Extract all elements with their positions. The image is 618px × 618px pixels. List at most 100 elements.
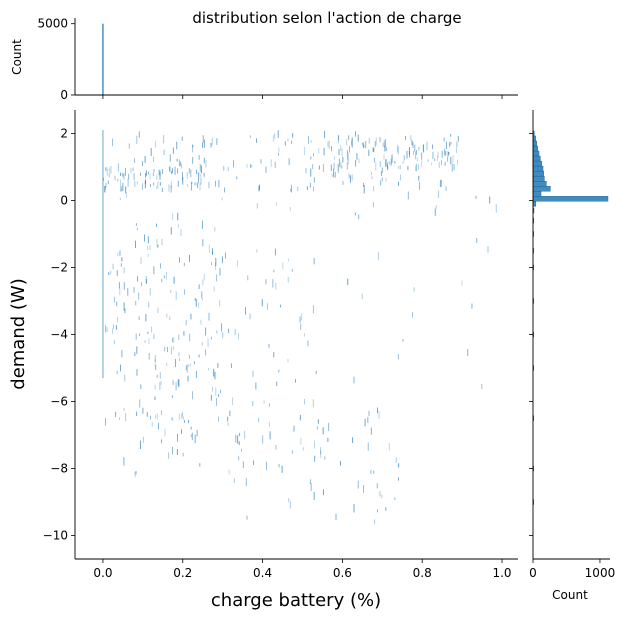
joint-histogram-cell [170,185,172,193]
joint-histogram-cell [117,317,119,323]
joint-histogram-cell [227,422,229,426]
joint-histogram-cell [381,167,383,173]
joint-histogram-cell [121,185,123,192]
joint-histogram-cell [113,296,115,303]
joint-histogram-cell [108,172,110,178]
joint-histogram-cell [169,166,171,173]
joint-histogram-cell [216,330,218,334]
top-marginal-bars [102,23,104,95]
joint-histogram-cell [197,182,199,189]
joint-histogram-cell [328,140,330,149]
joint-histogram-cell [192,391,193,400]
joint-histogram-cell [348,173,350,179]
joint-histogram-cell [338,135,339,144]
joint-histogram-cell [147,236,149,244]
joint-histogram-cell [385,147,387,152]
x-tick-label: 1.0 [492,566,511,580]
joint-histogram-cell [403,155,405,161]
joint-histogram-cell [163,275,165,279]
joint-histogram-cell [437,155,438,162]
joint-histogram-cell [416,157,418,162]
joint-histogram-cell [440,179,442,187]
joint-histogram-cell [136,227,138,231]
joint-histogram-cell [172,147,174,154]
joint-histogram-cell [259,184,260,190]
joint-histogram-cell [351,174,353,181]
joint-histogram-cell [139,333,140,337]
joint-histogram-cell [176,449,178,456]
joint-histogram-cell [368,410,370,416]
joint-histogram-cell [265,166,267,173]
joint-histogram-cell [103,177,105,181]
joint-histogram-cell [362,142,364,146]
joint-histogram-cell [489,196,491,204]
joint-histogram-cell [138,292,140,300]
joint-histogram-cell [125,192,127,198]
joint-histogram-cell [166,313,168,318]
joint-histogram-cell [341,148,343,156]
joint-histogram-cell [413,287,415,292]
joint-histogram-cell [335,513,337,521]
joint-histogram-cell [370,469,372,474]
joint-histogram-cell [284,141,286,146]
joint-histogram-cell [266,303,268,310]
joint-histogram-cell [411,312,413,318]
joint-histogram-cell [194,434,196,444]
joint-histogram-cell [229,410,231,417]
joint-histogram-cell [363,144,365,148]
joint-histogram-cell [262,435,264,444]
joint-histogram-cell [128,143,130,149]
joint-histogram-cell [333,162,335,170]
joint-histogram-cell [380,180,382,186]
joint-histogram-cell [273,352,275,358]
joint-histogram-cell [153,182,155,186]
joint-histogram-cell [438,190,440,198]
joint-histogram-cell [299,414,301,421]
joint-histogram-cell [380,171,382,176]
y-tick-label: 0 [60,193,68,207]
y-tick-label: −6 [50,395,68,409]
joint-histogram-cell [421,160,423,168]
joint-histogram-cell [155,140,156,148]
joint-histogram-cell [391,154,393,163]
joint-histogram-cell [481,383,483,390]
joint-histogram-cell [204,139,206,148]
joint-histogram-cell [340,161,342,169]
joint-histogram-cell [379,137,381,143]
joint-histogram-cell [185,365,187,371]
joint-histogram-cell [108,272,110,275]
joint-histogram-cell [104,186,106,193]
joint-histogram-cell [107,180,109,185]
joint-histogram-cell [384,139,386,147]
joint-histogram-cell [253,460,254,466]
joint-histogram-cell [181,136,183,141]
joint-histogram-cell [144,156,146,163]
joint-histogram-cell [190,313,192,320]
joint-histogram-cell [207,338,209,347]
joint-histogram-cell [172,213,174,221]
joint-histogram-cell [183,262,185,267]
joint-histogram-cell [310,140,312,143]
joint-histogram-cell [186,364,188,373]
joint-histogram-cell [180,229,182,236]
joint-plot: 0.0 0.2 0.4 0.6 0.8 1.0 2 0 −2 −4 −6 −8 −10 charge … [8,110,518,611]
joint-histogram-cell [174,166,176,175]
right-marginal-y-ticks [529,133,533,536]
joint-histogram-cell [246,515,248,520]
joint-histogram-cell [374,141,376,147]
joint-histogram-cell [227,416,229,422]
joint-histogram-cell [309,479,311,485]
joint-histogram-cell [358,214,360,220]
joint-histogram-cell [123,407,125,412]
joint-histogram-cell [272,134,274,142]
x-tick-label: 0.6 [333,566,352,580]
joint-histogram-cell [135,470,137,475]
right-marginal-x-label: Count [552,588,588,602]
joint-histogram-cell [140,257,142,265]
joint-histogram-cell [333,168,334,178]
joint-histogram-cell [258,417,260,423]
joint-histogram-cell [233,160,234,168]
joint-histogram-cell [119,287,121,296]
joint-histogram-cell [196,169,198,175]
joint-histogram-cell [201,291,203,298]
